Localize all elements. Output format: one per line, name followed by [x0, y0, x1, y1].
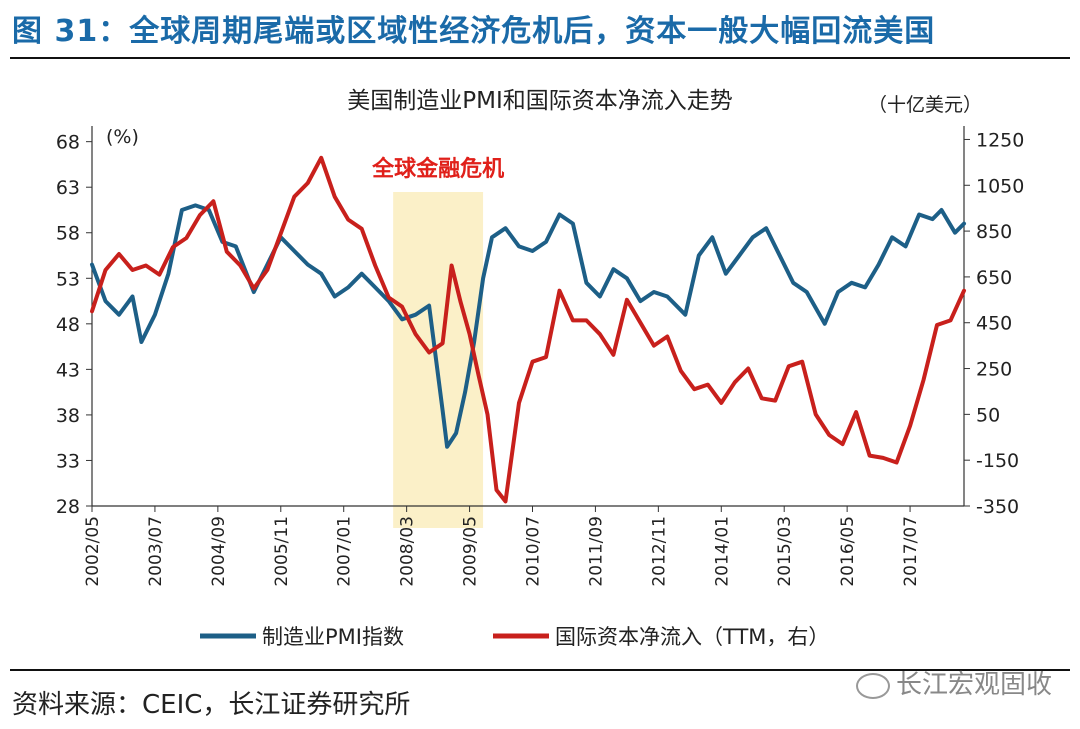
x-tick-label: 2010/07 [523, 516, 543, 587]
source-note: 资料来源：CEIC，长江证券研究所 [12, 690, 411, 720]
right-tick-label: 250 [976, 359, 1012, 381]
left-axis-unit: (%) [106, 126, 139, 148]
crisis-annotation: 全球金融危机 [371, 156, 504, 182]
watermark: 长江宏观固收 [855, 664, 1052, 701]
bottom-rule [10, 669, 1070, 671]
right-axis-unit: （十亿美元） [868, 94, 982, 116]
capital-inflow-series-line [90, 155, 966, 504]
right-tick-label: 1050 [976, 175, 1024, 197]
right-tick-label: -150 [976, 450, 1019, 472]
right-tick-label: -350 [976, 496, 1019, 518]
legend: 制造业PMI指数 国际资本净流入（TTM，右） [200, 625, 829, 649]
left-tick-label: 68 [56, 132, 80, 154]
left-tick-label: 53 [56, 268, 80, 290]
x-tick-label: 2017/07 [901, 516, 921, 587]
x-tick-label: 2008/03 [398, 516, 418, 587]
right-tick-label: 1250 [976, 129, 1024, 151]
x-tick-label: 2011/09 [586, 516, 606, 587]
legend-label-pmi: 制造业PMI指数 [262, 625, 404, 649]
x-tick-label: 2015/03 [775, 516, 795, 587]
left-tick-label: 58 [56, 223, 80, 245]
legend-label-inflow: 国际资本净流入（TTM，右） [555, 625, 829, 649]
series-layer [90, 155, 966, 504]
watermark-text: 长江宏观固收 [895, 670, 1052, 700]
x-tick-label: 2007/01 [335, 516, 355, 587]
top-rule [10, 57, 1070, 59]
x-tick-label: 2002/05 [83, 516, 103, 587]
right-tick-label: 50 [976, 404, 1000, 426]
left-tick-label: 43 [56, 359, 80, 381]
right-tick-label: 650 [976, 267, 1012, 289]
x-tick-label: 2004/09 [209, 516, 229, 587]
wechat-icon [855, 672, 890, 699]
left-tick-label: 48 [56, 314, 80, 336]
x-tick-label: 2009/05 [461, 516, 481, 587]
right-tick-label: 850 [976, 221, 1012, 243]
axes-layer [86, 126, 970, 512]
left-tick-label: 28 [56, 496, 80, 518]
x-tick-label: 2005/11 [272, 516, 292, 587]
right-tick-label: 450 [976, 313, 1012, 335]
text-layer: 全球金融危机 美国制造业PMI和国际资本净流入走势 (%) （十亿美元） 28 33 38 4… [56, 88, 1025, 587]
chart-title: 美国制造业PMI和国际资本净流入走势 [347, 88, 733, 114]
figure-title: 图 31：全球周期尾端或区域性经济危机后，资本一般大幅回流美国 [12, 14, 936, 49]
left-tick-label: 38 [56, 405, 80, 427]
x-tick-label: 2016/05 [838, 516, 858, 587]
x-tick-label: 2014/01 [712, 516, 732, 587]
x-tick-label: 2003/07 [146, 516, 166, 587]
left-tick-label: 63 [56, 177, 80, 199]
x-tick-label: 2012/11 [649, 516, 669, 587]
pmi-series-line [90, 203, 966, 449]
left-tick-label: 33 [56, 450, 80, 472]
